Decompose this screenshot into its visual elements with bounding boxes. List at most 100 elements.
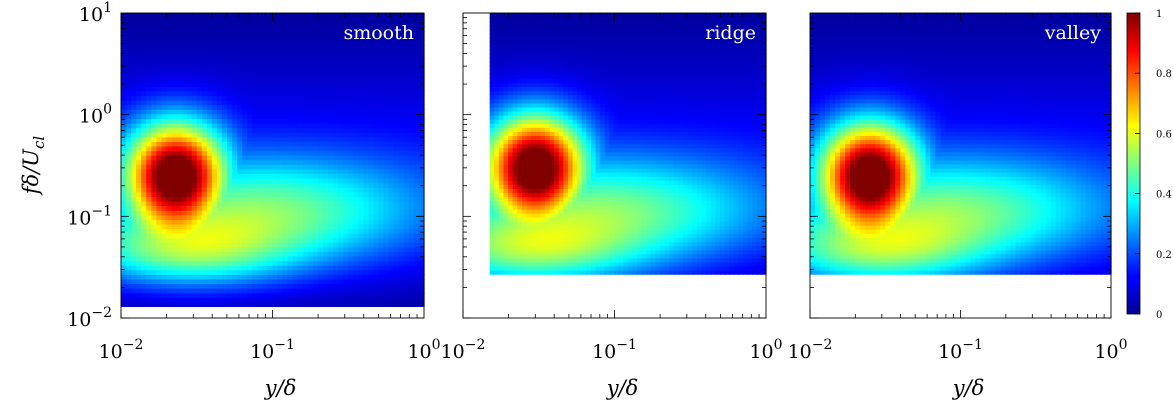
heatmap-cell [307,31,314,37]
heatmap-cell [378,283,385,289]
heatmap-cell [508,135,514,141]
heatmap-cell [151,13,157,19]
heatmap-cell [526,176,532,181]
heatmap-cell [297,40,304,46]
heatmap-cell [146,13,152,19]
heatmap-cell [358,72,364,78]
heatmap-cell [302,136,309,142]
heatmap-cell [408,283,415,289]
heatmap-cell [262,191,269,197]
heatmap-cell [156,68,162,74]
heatmap-cell [512,41,518,47]
heatmap-cell [282,72,289,78]
heatmap-cell [544,241,551,247]
heatmap-cell [558,204,564,210]
heatmap-cell [166,214,173,220]
heatmap-cell [378,173,385,179]
heatmap-cell [368,100,375,106]
heatmap-cell [312,49,319,55]
heatmap-cell [232,95,238,101]
heatmap-cell [272,141,279,147]
heatmap-cell [176,100,183,106]
heatmap-cell [348,260,354,266]
heatmap-cell [549,127,555,132]
heatmap-cell [206,159,213,165]
heatmap-cell [489,233,495,239]
heatmap-cell [408,242,415,248]
heatmap-cell [131,45,137,51]
heatmap-cell [141,68,147,74]
heatmap-cell [526,270,532,275]
heatmap-cell [262,228,269,234]
heatmap-cell [196,228,203,234]
heatmap-cell [418,31,425,37]
heatmap-cell [196,255,203,262]
heatmap-cell [141,63,147,69]
heatmap-cell [517,74,523,79]
heatmap-cell [554,265,560,271]
heatmap-cell [227,113,233,120]
heatmap-cell [191,54,198,60]
heatmap-cell [201,68,208,74]
heatmap-cell [252,283,258,289]
heatmap-cell [196,200,203,207]
heatmap-cell [237,45,243,51]
heatmap-cell [297,233,304,239]
heatmap-cell [398,95,405,101]
heatmap-cell [540,143,546,149]
heatmap-cell [307,246,314,252]
heatmap-cell [388,214,395,220]
heatmap-cell [222,242,228,248]
heatmap-cell [535,98,541,104]
heatmap-cell [272,173,279,179]
heatmap-cell [161,26,168,32]
heatmap-cell [489,102,495,108]
heatmap-cell [554,41,560,47]
heatmap-cell [512,131,518,137]
heatmap-cell [211,141,218,147]
heatmap-cell [227,63,233,69]
heatmap-cell [558,265,564,271]
heatmap-cell [549,25,555,30]
heatmap-cell [333,205,339,211]
heatmap-cell [531,123,537,128]
heatmap-cell [166,251,173,257]
heatmap-cell [166,86,173,92]
heatmap-cell [186,246,193,252]
heatmap-cell [526,33,532,39]
heatmap-cell [398,72,405,78]
heatmap-cell [388,283,395,289]
heatmap-cell [512,21,518,26]
heatmap-cell [136,40,142,46]
heatmap-cell [554,25,560,30]
heatmap-cell [418,191,425,197]
heatmap-cell [526,13,532,18]
heatmap-cell [563,159,569,165]
heatmap-cell [126,63,132,69]
heatmap-cell [242,278,248,285]
heatmap-cell [232,246,238,252]
heatmap-cell [312,301,319,308]
heatmap-cell [498,98,505,104]
heatmap-cell [297,242,304,248]
heatmap-cell [328,68,334,74]
heatmap-cell [388,54,395,60]
heatmap-cell [531,17,537,22]
heatmap-cell [408,260,415,266]
heatmap-cell [257,237,263,243]
heatmap-cell [558,90,564,96]
heatmap-cell [237,141,243,147]
heatmap-cell [272,109,279,115]
heatmap-cell [358,260,364,266]
heatmap-cell [358,109,364,115]
heatmap-cell [206,182,213,188]
heatmap-cell [418,297,425,303]
heatmap-cell [489,78,495,83]
heatmap-cell [512,74,518,79]
heatmap-cell [121,196,127,202]
heatmap-cell [498,17,505,22]
heatmap-cell [338,278,344,285]
heatmap-cell [211,283,218,289]
heatmap-cell [307,278,314,285]
heatmap-cell [272,150,279,156]
